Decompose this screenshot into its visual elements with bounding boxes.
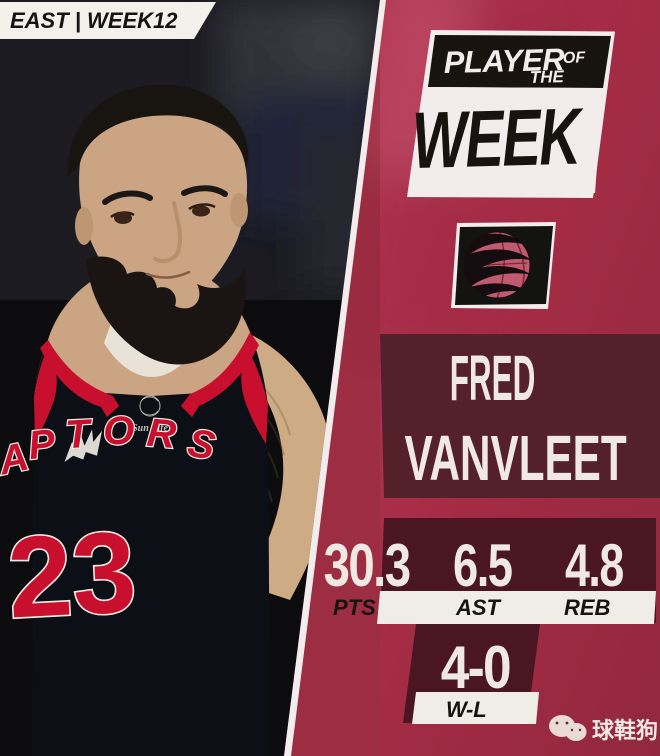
- svg-text:球鞋狗: 球鞋狗: [592, 718, 658, 743]
